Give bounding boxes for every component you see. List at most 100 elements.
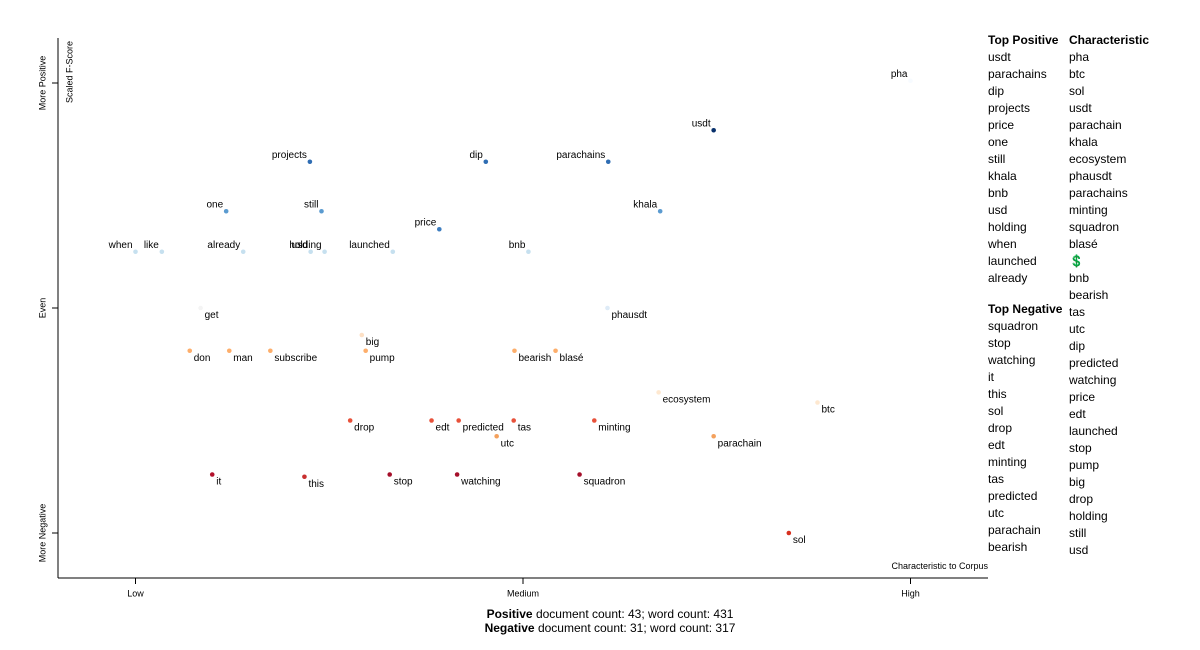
point (209, 472, 215, 477)
point-label: bearish (518, 353, 551, 364)
list-item: bnb (1069, 271, 1089, 285)
point-label: pha (891, 69, 908, 80)
x-axis-title: Characteristic to Corpus (891, 561, 988, 571)
list-item: price (988, 118, 1014, 132)
point (187, 348, 193, 354)
point (159, 249, 165, 255)
point-label: get (205, 310, 219, 321)
list-item: usd (988, 203, 1007, 217)
list-item: when (987, 237, 1017, 251)
point-label: ecosystem (663, 394, 711, 405)
point-label: watching (460, 477, 500, 488)
point (553, 348, 558, 354)
footer-line: Positive document count: 43; word count:… (487, 607, 734, 621)
point (711, 433, 716, 439)
point (483, 159, 489, 165)
list-item: squadron (1069, 220, 1119, 234)
footer-label: Positive (487, 607, 533, 621)
list-item: predicted (1069, 356, 1118, 370)
point-label: parachain (718, 438, 762, 449)
point (133, 249, 138, 255)
footer-text: document count: 43; word count: 431 (536, 607, 734, 621)
point (605, 159, 611, 165)
point (494, 433, 499, 439)
point-label: one (206, 199, 223, 210)
footer-text: document count: 31; word count: 317 (538, 621, 736, 635)
list-title: Top Positive (988, 33, 1059, 47)
list-item: tas (988, 472, 1004, 486)
list-item: bearish (988, 540, 1027, 554)
point-label: this (308, 479, 324, 490)
footer-label: Negative (485, 621, 535, 635)
point-label: launched (349, 240, 390, 251)
point-label: subscribe (274, 353, 317, 364)
point-label: usdt (692, 118, 711, 129)
point-label: still (304, 199, 318, 210)
point (437, 226, 442, 232)
list-item: parachain (988, 523, 1041, 537)
list-item: stop (1069, 441, 1092, 455)
point-label: drop (354, 423, 374, 434)
point-label: squadron (584, 477, 626, 488)
point (511, 418, 516, 423)
point (815, 400, 820, 405)
list-item: utc (988, 506, 1004, 520)
list-item: drop (1069, 492, 1093, 506)
point-label: pump (370, 353, 395, 364)
point (657, 208, 663, 214)
list-item: bnb (988, 186, 1008, 200)
list-item: utc (1069, 322, 1085, 336)
point (319, 208, 324, 214)
point-label: sol (793, 535, 806, 546)
list-item: tas (1069, 305, 1085, 319)
point (268, 348, 273, 354)
point (429, 418, 434, 423)
list-item: still (988, 152, 1005, 166)
list-item: dip (988, 84, 1004, 98)
list-item: projects (988, 101, 1030, 115)
list-item: still (1069, 526, 1086, 540)
list-item: watching (1068, 373, 1116, 387)
point (322, 249, 327, 255)
list-item: holding (1069, 509, 1108, 523)
list-item: usdt (1069, 101, 1092, 115)
point-label: holding (289, 240, 321, 251)
x-tick-label: Low (127, 588, 144, 598)
list-item: minting (988, 455, 1027, 469)
list-item: predicted (988, 489, 1037, 503)
point-label: minting (598, 423, 630, 434)
point (656, 390, 661, 395)
list-item: squadron (988, 319, 1038, 333)
point (347, 418, 353, 423)
list-item: bearish (1069, 288, 1108, 302)
point (512, 348, 517, 354)
list-item: it (988, 370, 995, 384)
point-label: dip (469, 150, 483, 161)
list-item: parachains (1069, 186, 1128, 200)
list-item: price (1069, 390, 1095, 404)
y-axis-title: Scaled F-Score (64, 41, 74, 103)
x-tick-label: Medium (507, 588, 539, 598)
point-label: bnb (509, 240, 526, 251)
list-item: usdt (988, 50, 1011, 64)
x-tick-label: High (901, 588, 920, 598)
point-label: big (366, 337, 379, 348)
point (198, 305, 203, 311)
y-tick-label: More Negative (37, 504, 47, 563)
point (387, 472, 393, 477)
point-label: utc (501, 438, 514, 449)
point (577, 472, 582, 477)
point (711, 127, 716, 133)
point (592, 418, 597, 423)
point (605, 305, 610, 311)
point-label: khala (633, 199, 657, 210)
point-label: parachains (556, 150, 605, 161)
list-item: launched (988, 254, 1037, 268)
list-item: ecosystem (1069, 152, 1126, 166)
list-item: one (988, 135, 1008, 149)
list-title: Characteristic (1069, 33, 1149, 47)
point (390, 249, 396, 255)
point-label: stop (394, 477, 413, 488)
list-item: khala (988, 169, 1017, 183)
